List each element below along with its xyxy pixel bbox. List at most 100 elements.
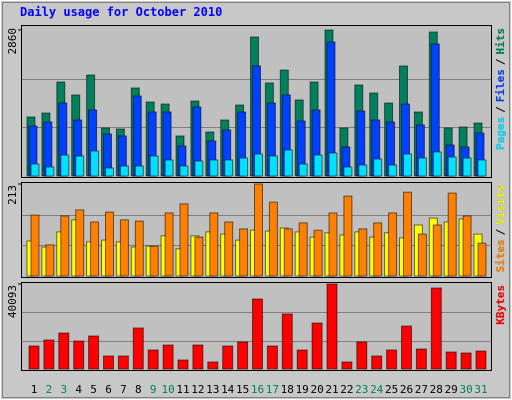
x-tick-label: 21 (325, 383, 338, 396)
bar (45, 166, 55, 177)
bar (475, 350, 487, 370)
legend: Pages / Files / Hits (494, 28, 507, 150)
bar (239, 157, 249, 177)
x-tick-label: 8 (135, 383, 142, 396)
x-tick-label: 3 (60, 383, 67, 396)
chart-title: Daily usage for October 2010 (20, 5, 222, 19)
bar (313, 229, 323, 277)
bar (343, 195, 353, 277)
legend-entry: Pages (494, 117, 507, 150)
x-tick-label: 19 (296, 383, 309, 396)
legend: Sites / Visits (494, 185, 507, 273)
bar (149, 155, 159, 177)
bar (462, 157, 472, 177)
bar (105, 167, 114, 177)
bar (132, 327, 144, 370)
bar (192, 344, 204, 370)
bar (75, 209, 85, 277)
bar (432, 151, 442, 177)
bar (371, 355, 383, 370)
bar (343, 166, 353, 177)
bar (386, 349, 398, 370)
bar (296, 349, 308, 370)
bar (209, 159, 219, 177)
bar (147, 349, 159, 370)
bar (164, 212, 174, 277)
bar (28, 345, 40, 370)
legend-entry: Files (494, 69, 507, 102)
bar (283, 228, 293, 277)
y-tick-label: 213 (6, 185, 19, 205)
bar (30, 163, 40, 177)
bar (254, 183, 263, 277)
bar (117, 355, 129, 370)
bar (194, 236, 204, 277)
bar (268, 155, 278, 177)
bar (373, 158, 383, 177)
legend-separator: / (494, 106, 507, 113)
x-tick-label: 9 (150, 383, 157, 396)
bar (388, 212, 398, 277)
legend-entry: Hits (494, 28, 507, 55)
bar (90, 221, 100, 277)
bar (477, 159, 487, 177)
bar (239, 228, 249, 277)
x-tick-label: 11 (176, 383, 189, 396)
x-tick-label: 26 (400, 383, 413, 396)
bar (179, 203, 189, 277)
bar (162, 344, 174, 370)
bar (430, 287, 442, 370)
x-tick-label: 15 (236, 383, 249, 396)
x-tick-label: 13 (206, 383, 219, 396)
bar (134, 220, 144, 277)
x-tick-label: 22 (340, 383, 353, 396)
bar (254, 153, 263, 177)
bar (341, 361, 353, 370)
bar (358, 228, 368, 277)
x-tick-label: 16 (251, 383, 264, 396)
bar (326, 283, 338, 370)
bar (403, 153, 412, 177)
bar (268, 201, 278, 277)
bar (45, 244, 55, 277)
bar (313, 154, 323, 177)
x-tick-label: 27 (415, 383, 428, 396)
bar (415, 348, 427, 370)
bar (179, 165, 189, 177)
x-tick-label: 18 (281, 383, 294, 396)
x-tick-label: 20 (310, 383, 323, 396)
bar (447, 192, 457, 277)
x-tick-label: 14 (221, 383, 235, 396)
bar (119, 165, 129, 177)
x-tick-label: 2 (46, 383, 53, 396)
bar (388, 164, 398, 177)
bar (88, 335, 100, 370)
y-tick-label: 40093 (6, 285, 19, 318)
bar (252, 298, 263, 370)
bar (237, 341, 249, 370)
bar (283, 149, 293, 177)
bar (298, 222, 308, 277)
x-tick-label: 23 (355, 383, 368, 396)
x-tick-label: 1 (31, 383, 38, 396)
legend-separator: / (494, 58, 507, 65)
bar (328, 212, 338, 277)
bar (403, 191, 412, 277)
bar (373, 222, 383, 277)
bar (222, 345, 234, 370)
bar (149, 245, 159, 277)
x-tick-label: 7 (120, 383, 127, 396)
bar (119, 219, 129, 277)
bar (75, 155, 85, 177)
bar (30, 214, 40, 277)
bar (447, 156, 457, 177)
x-tick-label: 5 (90, 383, 97, 396)
bar (207, 361, 219, 370)
legend-entry: Sites (494, 239, 507, 272)
bar (177, 359, 189, 370)
legend: KBytes (494, 285, 507, 325)
bar (477, 242, 487, 277)
x-tick-label: 25 (385, 383, 398, 396)
x-tick-label: 31 (474, 383, 487, 396)
